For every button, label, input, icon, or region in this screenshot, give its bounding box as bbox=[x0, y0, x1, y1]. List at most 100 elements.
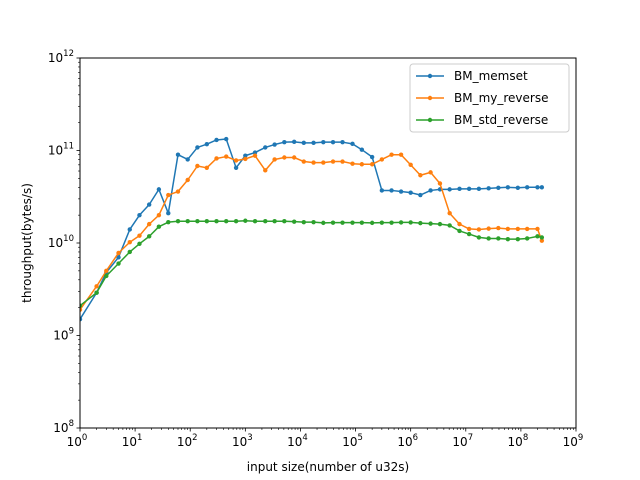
data-point bbox=[437, 181, 443, 186]
x-axis: 100 101 102 103 104 105 106 107 108 109 bbox=[67, 428, 583, 449]
x-tick-label: 102 bbox=[177, 433, 198, 449]
data-point bbox=[116, 261, 121, 266]
y-tick-label: 109 bbox=[53, 327, 74, 343]
series-BM_memset bbox=[80, 136, 545, 322]
x-tick-label: 101 bbox=[122, 433, 143, 449]
x-axis-label: input size(number of u32s) bbox=[247, 460, 409, 474]
legend: BM_memset BM_my_reverse BM_std_reverse bbox=[409, 63, 570, 133]
data-point bbox=[466, 186, 472, 192]
data-point bbox=[263, 145, 268, 150]
x-tick-label: 104 bbox=[287, 433, 308, 449]
data-point bbox=[272, 219, 277, 224]
data-point bbox=[127, 227, 132, 232]
data-point bbox=[398, 189, 404, 194]
data-point bbox=[398, 220, 404, 225]
data-point bbox=[418, 220, 423, 226]
series-line bbox=[80, 153, 543, 311]
y-tick-label: 1010 bbox=[48, 234, 74, 250]
data-point bbox=[94, 284, 99, 289]
data-point bbox=[185, 157, 190, 162]
data-point bbox=[496, 185, 501, 191]
data-point bbox=[146, 234, 152, 239]
x-tick-label: 106 bbox=[397, 433, 418, 449]
data-point bbox=[243, 153, 248, 158]
data-point bbox=[418, 192, 423, 198]
data-point bbox=[301, 219, 306, 225]
data-point bbox=[535, 226, 540, 232]
data-point bbox=[369, 162, 375, 167]
data-point bbox=[340, 159, 345, 164]
data-point bbox=[272, 142, 277, 147]
data-point bbox=[505, 236, 511, 242]
data-point bbox=[350, 220, 355, 225]
series-BM_my_reverse bbox=[80, 152, 545, 312]
data-point bbox=[476, 186, 482, 192]
legend-label: BM_memset bbox=[454, 69, 528, 83]
data-point bbox=[137, 212, 142, 218]
data-point bbox=[389, 188, 394, 193]
data-point bbox=[539, 185, 545, 190]
data-point bbox=[252, 219, 258, 224]
data-point bbox=[291, 139, 297, 145]
data-point bbox=[282, 155, 287, 160]
data-point bbox=[311, 160, 316, 165]
data-point bbox=[263, 168, 268, 173]
data-point bbox=[233, 165, 239, 171]
data-point bbox=[398, 152, 404, 157]
data-point bbox=[175, 152, 181, 157]
series-BM_std_reverse bbox=[80, 218, 545, 308]
data-point bbox=[457, 186, 462, 192]
data-point bbox=[80, 317, 83, 322]
legend-entry: BM_std_reverse bbox=[416, 113, 548, 127]
data-point bbox=[166, 219, 171, 225]
data-point bbox=[476, 235, 482, 240]
data-point bbox=[175, 219, 181, 224]
data-point bbox=[447, 223, 452, 228]
data-point bbox=[428, 170, 433, 175]
data-point bbox=[515, 226, 521, 232]
data-point bbox=[418, 173, 423, 178]
data-point bbox=[408, 190, 413, 195]
data-point bbox=[185, 219, 190, 224]
data-point bbox=[486, 236, 491, 241]
y-tick-label: 1012 bbox=[48, 49, 74, 65]
data-point bbox=[437, 221, 443, 227]
data-point bbox=[524, 236, 530, 241]
x-tick-label: 103 bbox=[232, 433, 253, 449]
data-point bbox=[166, 192, 171, 198]
data-point bbox=[340, 220, 345, 225]
data-point bbox=[204, 141, 210, 147]
legend-box bbox=[409, 63, 570, 133]
data-point bbox=[330, 139, 336, 145]
data-point bbox=[104, 268, 109, 274]
legend-swatch-marker bbox=[427, 73, 433, 79]
data-point bbox=[486, 186, 491, 191]
data-point bbox=[146, 221, 152, 227]
series-layer bbox=[80, 136, 545, 322]
data-point bbox=[321, 139, 326, 145]
x-tick-label: 107 bbox=[452, 433, 473, 449]
data-point bbox=[496, 225, 501, 231]
data-point bbox=[350, 161, 355, 166]
x-tick-label: 100 bbox=[67, 433, 88, 449]
data-point bbox=[330, 159, 336, 164]
data-point bbox=[466, 231, 472, 237]
data-point bbox=[486, 226, 491, 231]
data-point bbox=[116, 250, 121, 256]
y-tick-label: 1011 bbox=[48, 142, 74, 158]
y-axis: 108 109 1010 1011 1012 bbox=[48, 49, 80, 435]
data-point bbox=[224, 154, 229, 159]
data-point bbox=[252, 150, 258, 155]
data-point bbox=[505, 185, 511, 190]
data-point bbox=[137, 241, 142, 247]
legend-entry: BM_my_reverse bbox=[416, 91, 548, 105]
data-point bbox=[321, 160, 326, 165]
legend-entry: BM_memset bbox=[416, 69, 528, 83]
data-point bbox=[379, 220, 385, 225]
data-point bbox=[195, 163, 200, 169]
data-point bbox=[447, 210, 452, 216]
data-point bbox=[94, 290, 99, 295]
data-point bbox=[369, 154, 375, 160]
legend-swatch-marker bbox=[427, 95, 433, 101]
